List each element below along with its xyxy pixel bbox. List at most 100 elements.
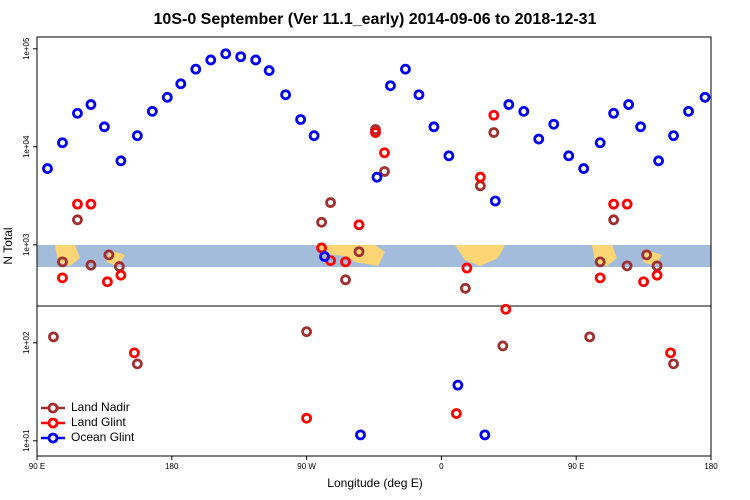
point [518,105,530,117]
point [385,80,396,92]
point [301,412,313,424]
point [503,99,515,110]
point [280,89,292,101]
point [479,429,491,441]
point [308,130,320,142]
point [250,54,262,66]
point [353,246,365,258]
point [205,54,217,66]
x-axis-label: Longitude (deg E) [327,476,422,490]
x-tick-label: 180 [704,462,718,471]
point [263,65,275,76]
point [190,63,202,75]
point [85,99,97,110]
point [316,242,327,254]
point [428,121,440,133]
point [400,63,411,75]
point [584,331,596,343]
point [319,251,330,262]
point [608,214,620,226]
x-tick-label: 180 [165,462,179,471]
point [115,269,127,281]
point [488,109,500,121]
plot-frame [36,36,712,457]
point [443,150,455,162]
point [57,272,68,284]
legend-marker [47,402,59,414]
point [665,347,676,359]
x-tick-label: 90 E [568,462,584,471]
map-band [37,245,711,267]
point [235,51,247,63]
point [72,107,83,119]
point [340,256,351,268]
point [72,214,83,226]
point [474,171,486,183]
point [355,429,366,441]
point [594,272,606,284]
x-tick-label: 90 W [297,462,316,471]
point [85,259,97,271]
x-tick-label: 90 E [29,462,45,471]
point [103,249,115,261]
y-tick-label: 1e+02 [22,331,31,354]
point [594,137,606,149]
point [578,163,590,174]
point [370,127,381,138]
point [57,137,68,149]
point [379,166,390,177]
point [57,256,68,268]
legend-label: Ocean Glint [71,430,135,444]
point [161,91,173,103]
point [563,150,575,162]
point [42,163,53,174]
point [621,198,633,210]
point [461,262,473,274]
point [651,269,663,281]
point [488,127,500,138]
point [638,276,649,288]
point [146,105,158,117]
point [128,347,140,359]
point [316,216,327,228]
point [301,326,313,338]
point [621,260,633,272]
point [608,198,620,210]
point [115,155,127,167]
point [413,89,425,101]
point [99,121,110,133]
point [668,358,679,370]
point [220,48,232,60]
point [371,171,383,183]
point [683,105,694,117]
y-tick-label: 1e+03 [22,233,31,256]
point [101,276,113,288]
legend-label: Land Nadir [71,400,130,414]
point [668,130,679,142]
point [459,282,471,294]
point [85,198,97,210]
point [340,274,351,286]
point [353,219,365,231]
point [474,180,486,192]
point [450,408,462,419]
x-tick-label: 0 [439,462,444,471]
point [175,78,187,90]
point [452,379,464,391]
point [500,303,512,315]
point [131,130,143,142]
y-tick-label: 1e+04 [22,135,31,158]
point [653,155,664,167]
point [623,99,635,110]
point [497,340,509,352]
y-tick-label: 1e+05 [22,37,31,60]
point [641,249,652,261]
point [608,107,620,119]
chart-title: 10S-0 September (Ver 11.1_early) 2014-09… [154,11,597,28]
point [131,358,143,370]
point [594,256,606,268]
point [489,195,501,207]
point [533,133,545,145]
point [295,114,307,125]
